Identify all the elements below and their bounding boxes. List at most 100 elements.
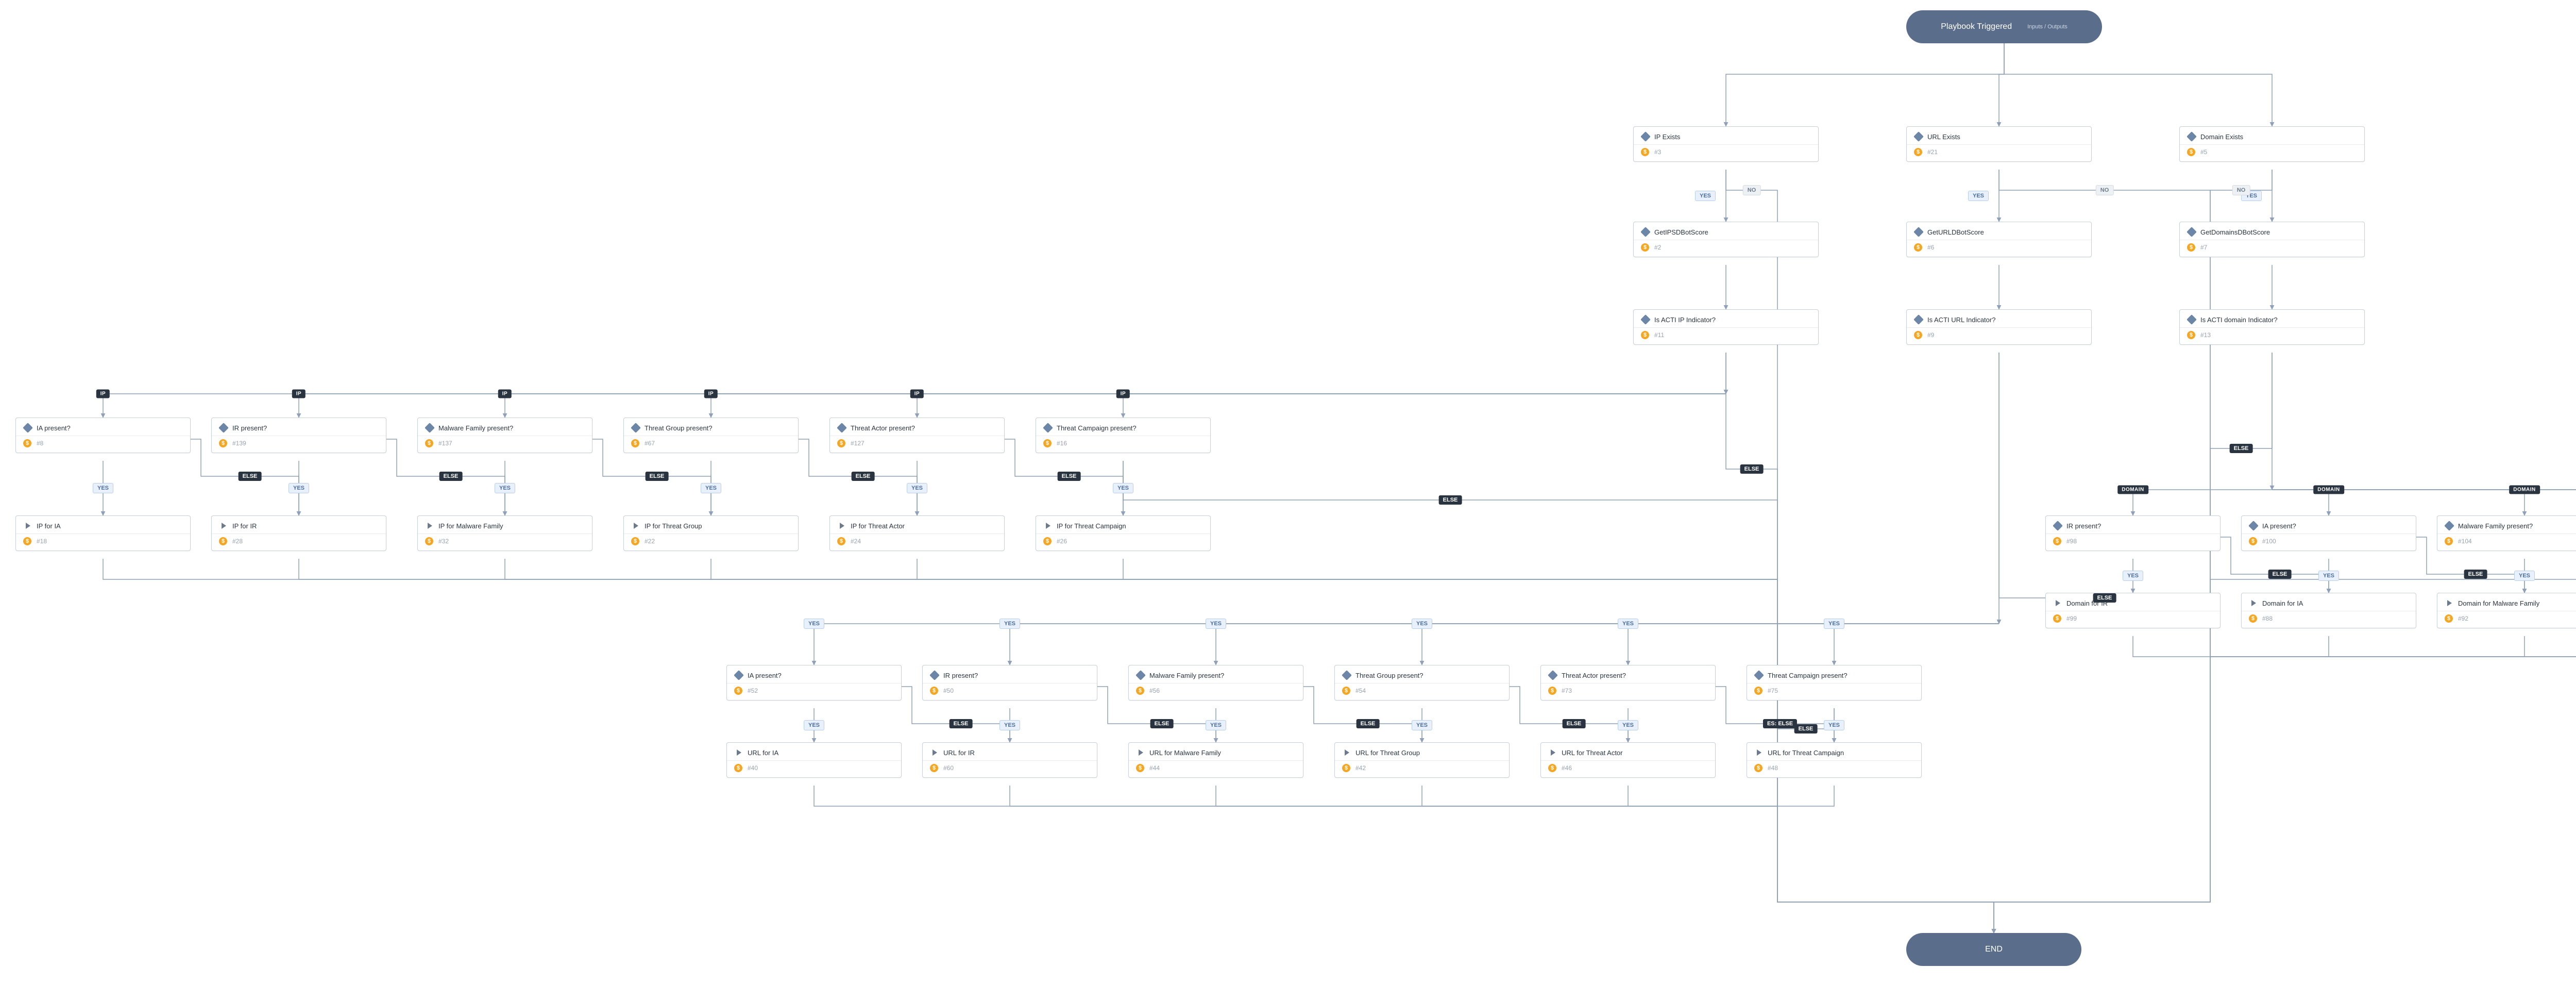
- edge-label-yes: YES: [1412, 619, 1432, 629]
- diamond-icon: [631, 423, 640, 432]
- node-subtext: #127: [851, 440, 865, 447]
- edge-label-yes: YES: [1206, 619, 1226, 629]
- node-title: Threat Campaign present?: [1768, 672, 1848, 679]
- coin-icon: $: [2249, 537, 2257, 545]
- node-dom_ir[interactable]: Domain for IR$#99: [2045, 593, 2221, 628]
- node-url_ia_p[interactable]: IA present?$#52: [726, 665, 902, 701]
- node-url_tc[interactable]: URL for Threat Campaign$#48: [1747, 742, 1922, 778]
- diamond-icon: [1641, 132, 1650, 141]
- edge-label-else: ELSE: [1563, 719, 1586, 728]
- coin-icon: $: [219, 537, 227, 545]
- edge-label-ip: IP: [910, 390, 924, 398]
- node-title: IA present?: [748, 672, 782, 679]
- edge-label-else: ELSE: [950, 719, 973, 728]
- node-subtext: #48: [1768, 764, 1778, 772]
- diamond-icon: [734, 671, 743, 680]
- coin-icon: $: [2053, 614, 2061, 623]
- node-ip_ia_p[interactable]: IA present?$#8: [15, 418, 191, 453]
- node-domain_exists[interactable]: Domain Exists$#5: [2179, 126, 2365, 162]
- node-dom_ia[interactable]: Domain for IA$#88: [2241, 593, 2416, 628]
- edge-label-yes: YES: [1412, 720, 1432, 730]
- node-url_mf[interactable]: URL for Malware Family$#44: [1128, 742, 1303, 778]
- node-domain_dbot[interactable]: GetDomainsDBotScore$#7: [2179, 222, 2365, 257]
- edge-label-else: ELSE: [1357, 719, 1380, 728]
- node-dom_mf[interactable]: Domain for Malware Family$#92: [2437, 593, 2576, 628]
- node-subtext: #22: [645, 538, 655, 545]
- node-title: URL for IR: [943, 749, 975, 757]
- node-subtext: #75: [1768, 687, 1778, 694]
- node-subtext: #28: [232, 538, 243, 545]
- node-ip_ia[interactable]: IP for IA$#18: [15, 515, 191, 551]
- edge-label-else: ELSE: [646, 472, 669, 481]
- node-dom_mf_p[interactable]: Malware Family present?$#104: [2437, 515, 2576, 551]
- node-subtext: #9: [1927, 331, 1934, 339]
- node-url_tg[interactable]: URL for Threat Group$#42: [1334, 742, 1510, 778]
- node-ip_tc_p[interactable]: Threat Campaign present?$#16: [1036, 418, 1211, 453]
- node-url_tc_p[interactable]: Threat Campaign present?$#75: [1747, 665, 1922, 701]
- play-icon: [2445, 598, 2454, 608]
- node-ip_ta[interactable]: IP for Threat Actor$#24: [829, 515, 1005, 551]
- node-ip_dbot[interactable]: GetIPSDBotScore$#2: [1633, 222, 1819, 257]
- node-title: GetURLDBotScore: [1927, 228, 1984, 236]
- node-url_mf_p[interactable]: Malware Family present?$#56: [1128, 665, 1303, 701]
- node-subtext: #6: [1927, 244, 1934, 251]
- coin-icon: $: [1641, 331, 1649, 339]
- node-subtext: #18: [37, 538, 47, 545]
- edge-label-yes: YES: [93, 483, 113, 493]
- play-icon: [1342, 748, 1351, 757]
- diamond-icon: [2187, 132, 2196, 141]
- coin-icon: $: [837, 439, 845, 447]
- node-ip_ir_p[interactable]: IR present?$#139: [211, 418, 386, 453]
- node-ip_mf_p[interactable]: Malware Family present?$#137: [417, 418, 592, 453]
- node-title: IA present?: [2262, 522, 2296, 530]
- coin-icon: $: [930, 764, 938, 772]
- coin-icon: $: [734, 687, 742, 695]
- play-icon: [837, 521, 846, 530]
- node-ip_ir[interactable]: IP for IR$#28: [211, 515, 386, 551]
- node-url_exists[interactable]: URL Exists$#21: [1906, 126, 2092, 162]
- node-is_acti_ip[interactable]: Is ACTI IP Indicator?$#11: [1633, 309, 1819, 345]
- edge-label-yes: YES: [2318, 571, 2339, 581]
- node-ip_exists[interactable]: IP Exists$#3: [1633, 126, 1819, 162]
- start-pill[interactable]: Playbook TriggeredInputs / Outputs: [1906, 10, 2102, 43]
- node-url_ir_p[interactable]: IR present?$#50: [922, 665, 1097, 701]
- node-ip_tg[interactable]: IP for Threat Group$#22: [623, 515, 799, 551]
- node-url_ta[interactable]: URL for Threat Actor$#46: [1540, 742, 1716, 778]
- node-title: GetDomainsDBotScore: [2200, 228, 2270, 236]
- node-subtext: #104: [2458, 538, 2472, 545]
- node-title: IR present?: [232, 424, 267, 432]
- edge-label-yes: YES: [1968, 191, 1989, 201]
- end-pill[interactable]: END: [1906, 933, 2081, 966]
- node-dom_ia_p[interactable]: IA present?$#100: [2241, 515, 2416, 551]
- node-title: IA present?: [37, 424, 71, 432]
- coin-icon: $: [425, 537, 433, 545]
- node-url_dbot[interactable]: GetURLDBotScore$#6: [1906, 222, 2092, 257]
- node-url_ia[interactable]: URL for IA$#40: [726, 742, 902, 778]
- node-is_acti_domain[interactable]: Is ACTI domain Indicator?$#13: [2179, 309, 2365, 345]
- node-dom_ir_p[interactable]: IR present?$#98: [2045, 515, 2221, 551]
- edge-label-yes: YES: [495, 483, 515, 493]
- edge-label-ip: IP: [1116, 390, 1130, 398]
- node-subtext: #73: [1562, 687, 1572, 694]
- edge-label-yes: YES: [1618, 720, 1638, 730]
- node-url_tg_p[interactable]: Threat Group present?$#54: [1334, 665, 1510, 701]
- node-title: Is ACTI IP Indicator?: [1654, 316, 1716, 324]
- node-url_ta_p[interactable]: Threat Actor present?$#73: [1540, 665, 1716, 701]
- node-subtext: #2: [1654, 244, 1661, 251]
- play-icon: [734, 748, 743, 757]
- edge-label-yes: YES: [1824, 720, 1844, 730]
- task-icon: [1914, 227, 1923, 237]
- edge-label-yes: YES: [1206, 720, 1226, 730]
- node-title: GetIPSDBotScore: [1654, 228, 1708, 236]
- node-ip_tc[interactable]: IP for Threat Campaign$#26: [1036, 515, 1211, 551]
- edge-label-ip: IP: [704, 390, 718, 398]
- node-ip_mf[interactable]: IP for Malware Family$#32: [417, 515, 592, 551]
- node-title: IP for IA: [37, 522, 61, 530]
- edge-label-yes: YES: [289, 483, 309, 493]
- node-ip_ta_p[interactable]: Threat Actor present? $ #127: [829, 418, 1005, 453]
- edge-label-yes: YES: [1695, 191, 1716, 201]
- node-url_ir[interactable]: URL for IR$#60: [922, 742, 1097, 778]
- node-title: Threat Actor present?: [851, 424, 915, 432]
- node-ip_tg_p[interactable]: Threat Group present?$#67: [623, 418, 799, 453]
- node-is_acti_url[interactable]: Is ACTI URL Indicator?$#9: [1906, 309, 2092, 345]
